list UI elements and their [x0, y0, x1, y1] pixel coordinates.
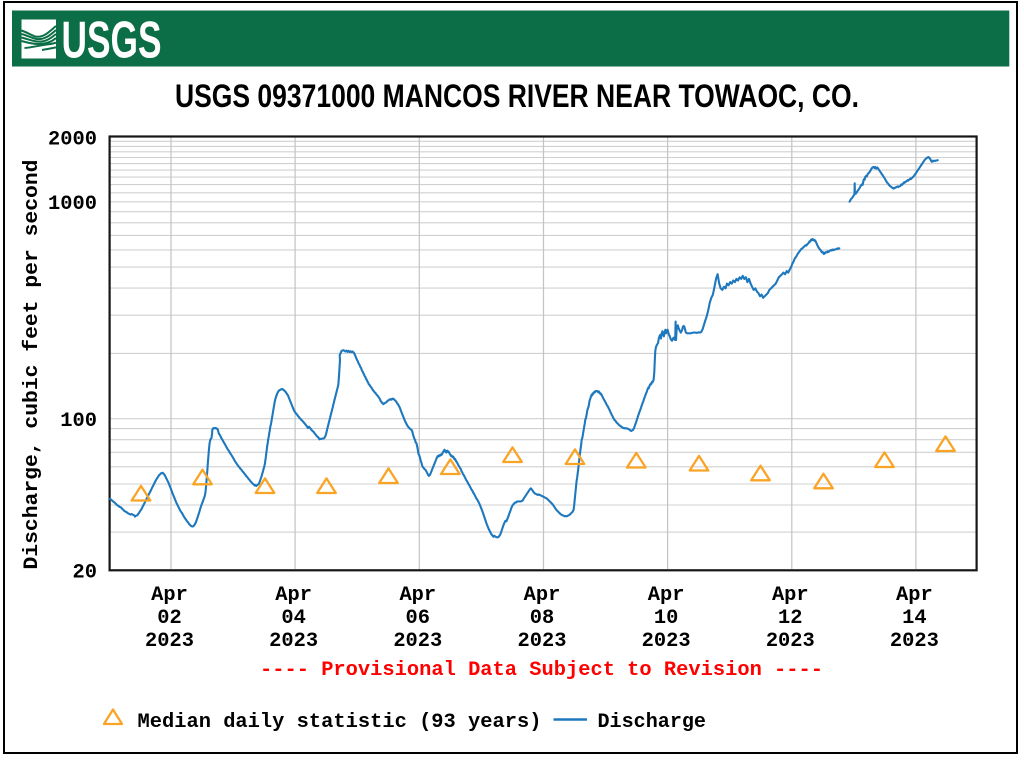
svg-text:2023: 2023 — [518, 630, 567, 653]
svg-text:2023: 2023 — [393, 630, 442, 653]
svg-text:2023: 2023 — [890, 630, 939, 653]
svg-text:USGS 09371000 MANCOS RIVER NEA: USGS 09371000 MANCOS RIVER NEAR TOWAOC, … — [175, 78, 859, 114]
svg-text:Apr: Apr — [399, 584, 436, 607]
svg-text:08: 08 — [530, 607, 554, 630]
svg-text:Apr: Apr — [772, 584, 809, 607]
svg-text:USGS: USGS — [62, 12, 162, 70]
svg-text:1000: 1000 — [48, 193, 97, 216]
svg-text:14: 14 — [902, 607, 926, 630]
svg-text:06: 06 — [406, 607, 430, 630]
svg-text:100: 100 — [60, 410, 97, 433]
svg-text:2023: 2023 — [269, 630, 318, 653]
svg-text:2023: 2023 — [145, 630, 194, 653]
svg-text:2023: 2023 — [766, 630, 815, 653]
svg-text:02: 02 — [157, 607, 181, 630]
svg-text:---- Provisional Data Subject: ---- Provisional Data Subject to Revisio… — [260, 659, 823, 682]
svg-text:20: 20 — [73, 562, 97, 585]
svg-text:12: 12 — [778, 607, 802, 630]
svg-text:Apr: Apr — [896, 584, 933, 607]
svg-text:Apr: Apr — [275, 584, 312, 607]
svg-text:Discharge: Discharge — [598, 711, 707, 734]
svg-text:10: 10 — [654, 607, 678, 630]
svg-text:Apr: Apr — [524, 584, 561, 607]
svg-text:Apr: Apr — [648, 584, 685, 607]
svg-text:2023: 2023 — [642, 630, 691, 653]
svg-text:Apr: Apr — [151, 584, 188, 607]
svg-text:04: 04 — [281, 607, 305, 630]
svg-text:Median daily statistic (93 yea: Median daily statistic (93 years) — [138, 711, 542, 734]
svg-text:Discharge, cubic feet per seco: Discharge, cubic feet per second — [21, 160, 44, 570]
svg-text:2000: 2000 — [48, 129, 97, 152]
